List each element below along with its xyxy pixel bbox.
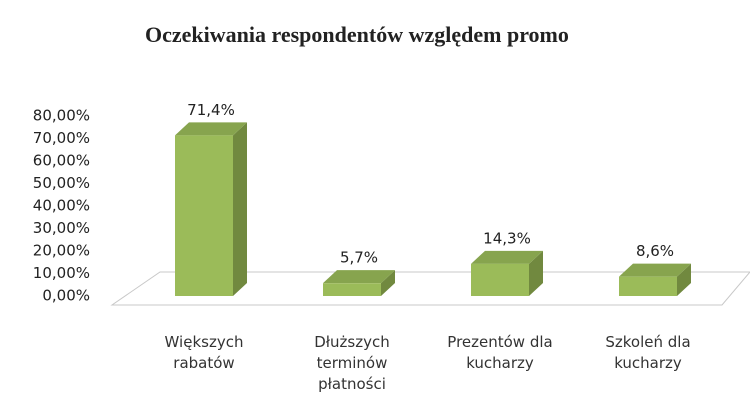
bar-side bbox=[529, 250, 543, 296]
bar-side bbox=[381, 270, 395, 296]
bar bbox=[323, 283, 381, 296]
y-tick-label: 10,00% bbox=[33, 264, 90, 282]
x-tick-label: Dłuższych terminów płatności bbox=[314, 333, 390, 393]
bar bbox=[175, 135, 233, 296]
y-tick-label: 50,00% bbox=[33, 174, 90, 192]
bar-top bbox=[175, 122, 247, 136]
data-label: 5,7% bbox=[340, 249, 378, 267]
y-tick-label: 40,00% bbox=[33, 197, 90, 215]
bar-side bbox=[677, 263, 691, 296]
x-tick-label: Prezentów dla kucharzy bbox=[447, 333, 553, 372]
bar bbox=[619, 276, 677, 296]
data-label: 8,6% bbox=[636, 242, 674, 260]
bar-top bbox=[471, 250, 543, 264]
data-label: 71,4% bbox=[187, 101, 235, 119]
x-tick-label: Większych rabatów bbox=[164, 333, 244, 372]
y-tick-label: 30,00% bbox=[33, 219, 90, 237]
chart-title: Oczekiwania respondentów względem promo bbox=[145, 22, 569, 47]
bar-top bbox=[323, 270, 395, 284]
bar-top bbox=[619, 263, 691, 277]
y-tick-label: 60,00% bbox=[33, 152, 90, 170]
y-tick-label: 0,00% bbox=[42, 287, 90, 305]
y-tick-label: 20,00% bbox=[33, 242, 90, 260]
y-tick-label: 70,00% bbox=[33, 129, 90, 147]
floor bbox=[110, 271, 750, 306]
bar bbox=[471, 263, 529, 296]
data-label: 14,3% bbox=[483, 229, 531, 247]
y-tick-label: 80,00% bbox=[33, 107, 90, 125]
bar-side bbox=[233, 122, 247, 296]
x-tick-label: Szkoleń dla kucharzy bbox=[605, 333, 691, 372]
